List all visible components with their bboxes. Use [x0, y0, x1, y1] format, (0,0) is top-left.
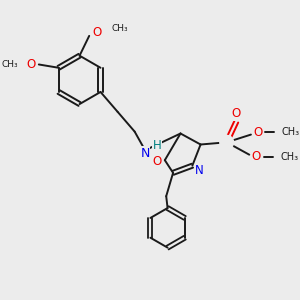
Text: CH₃: CH₃	[282, 128, 300, 137]
Text: O: O	[232, 107, 241, 121]
Text: CH₃: CH₃	[280, 152, 298, 162]
Text: H: H	[153, 139, 162, 152]
Text: CH₃: CH₃	[112, 24, 128, 33]
Text: O: O	[152, 155, 162, 168]
Text: N: N	[195, 164, 204, 177]
Circle shape	[220, 135, 234, 149]
Text: O: O	[253, 126, 262, 139]
Text: O: O	[92, 26, 101, 39]
Text: O: O	[26, 58, 36, 71]
Text: O: O	[251, 150, 260, 164]
Text: P: P	[223, 136, 231, 149]
Text: N: N	[140, 147, 150, 160]
Text: CH₃: CH₃	[2, 60, 18, 69]
